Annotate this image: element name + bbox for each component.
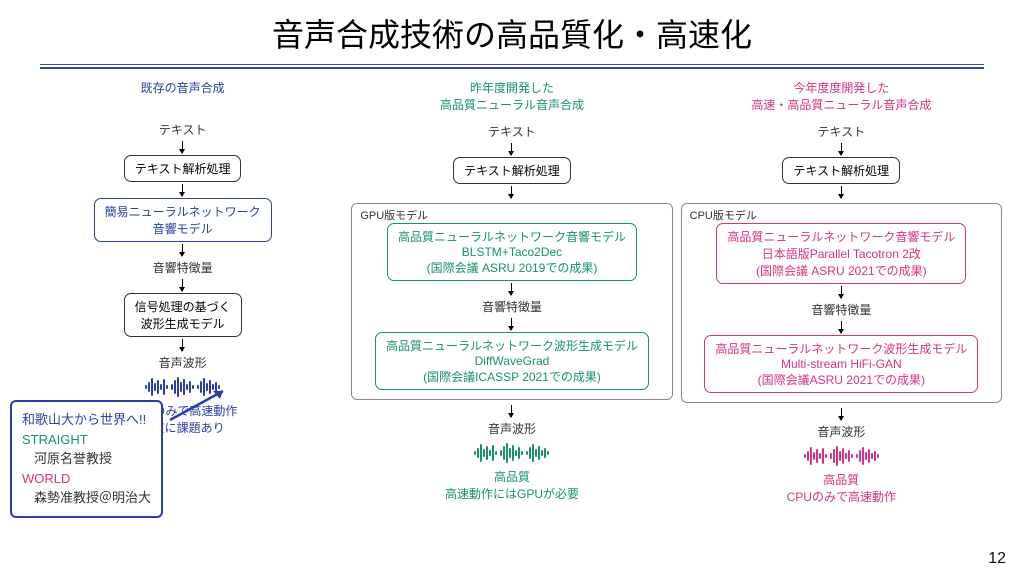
waveform-icon <box>474 442 549 464</box>
page-number: 12 <box>988 550 1006 568</box>
col1-waveform-model-box: 信号処理の基づく 波形生成モデル <box>124 293 242 337</box>
callout-line4: WORLD <box>22 469 151 489</box>
waveform-icon <box>145 376 220 398</box>
arrow-icon <box>182 244 183 256</box>
col1-feature-label: 音響特徴量 <box>153 259 213 276</box>
arrow-icon <box>841 186 842 198</box>
col3-bottom-note: 高品質 CPUのみで高速動作 <box>787 471 896 505</box>
arrow-icon <box>182 339 183 351</box>
column-last-year: 昨年度開発した 高品質ニューラル音声合成 テキスト テキスト解析処理 GPU版モ… <box>351 79 672 505</box>
col1-wave-label: 音声波形 <box>159 354 207 371</box>
callout-box: 和歌山大から世界へ!! STRAIGHT 河原名誉教授 WORLD 森勢准教授＠… <box>10 400 163 518</box>
col2-bottom-note: 高品質 高速動作にはGPUが必要 <box>445 468 579 502</box>
col1-header: 既存の音声合成 <box>141 79 225 111</box>
arrow-icon <box>841 143 842 155</box>
col3-header: 今年度度開発した 高速・高品質ニューラル音声合成 <box>751 79 931 113</box>
arrow-icon <box>841 321 842 333</box>
col3-group-label: CPU版モデル <box>690 207 757 223</box>
col3-text-label: テキスト <box>818 123 866 140</box>
col2-feature-label: 音響特徴量 <box>482 298 542 315</box>
divider-thin <box>40 64 984 65</box>
col2-waveform-model-box: 高品質ニューラルネットワーク波形生成モデル DiffWaveGrad (国際会議… <box>375 332 649 390</box>
arrow-icon <box>511 283 512 295</box>
col1-analysis-box: テキスト解析処理 <box>124 155 242 182</box>
col2-header: 昨年度開発した 高品質ニューラル音声合成 <box>440 79 584 113</box>
col3-wave-label: 音声波形 <box>817 423 865 440</box>
col3-waveform-model-box: 高品質ニューラルネットワーク波形生成モデル Multi-stream HiFi-… <box>704 335 978 393</box>
col2-wave-label: 音声波形 <box>488 420 536 437</box>
col3-feature-label: 音響特徴量 <box>811 301 871 318</box>
arrow-icon <box>182 141 183 153</box>
arrow-icon <box>511 318 512 330</box>
divider-thick <box>40 67 984 69</box>
col2-text-label: テキスト <box>488 123 536 140</box>
arrow-icon <box>841 408 842 420</box>
callout-line3: 河原名誉教授 <box>22 449 151 469</box>
callout-line1: 和歌山大から世界へ!! <box>22 410 151 430</box>
col2-analysis-box: テキスト解析処理 <box>453 157 571 184</box>
callout-line5: 森勢准教授＠明治大 <box>22 488 151 508</box>
col1-acoustic-model-box: 簡易ニューラルネットワーク 音響モデル <box>94 198 272 242</box>
col3-analysis-box: テキスト解析処理 <box>782 157 900 184</box>
callout-line2: STRAIGHT <box>22 430 151 450</box>
arrow-icon <box>511 186 512 198</box>
arrow-icon <box>511 143 512 155</box>
col1-text-label: テキスト <box>159 121 207 138</box>
arrow-icon <box>182 184 183 196</box>
col2-group-label: GPU版モデル <box>360 207 428 223</box>
arrow-icon <box>511 405 512 417</box>
arrow-icon <box>841 286 842 298</box>
col3-cpu-group: CPU版モデル 高品質ニューラルネットワーク音響モデル 日本語版Parallel… <box>681 203 1002 403</box>
col2-acoustic-model-box: 高品質ニューラルネットワーク音響モデル BLSTM+Taco2Dec (国際会議… <box>387 223 637 281</box>
column-this-year: 今年度度開発した 高速・高品質ニューラル音声合成 テキスト テキスト解析処理 C… <box>681 79 1002 505</box>
col3-acoustic-model-box: 高品質ニューラルネットワーク音響モデル 日本語版Parallel Tacotro… <box>716 223 966 284</box>
waveform-icon <box>804 445 879 467</box>
slide-title: 音声合成技術の高品質化・高速化 <box>0 0 1024 62</box>
col2-gpu-group: GPU版モデル 高品質ニューラルネットワーク音響モデル BLSTM+Taco2D… <box>351 203 672 400</box>
arrow-icon <box>182 279 183 291</box>
